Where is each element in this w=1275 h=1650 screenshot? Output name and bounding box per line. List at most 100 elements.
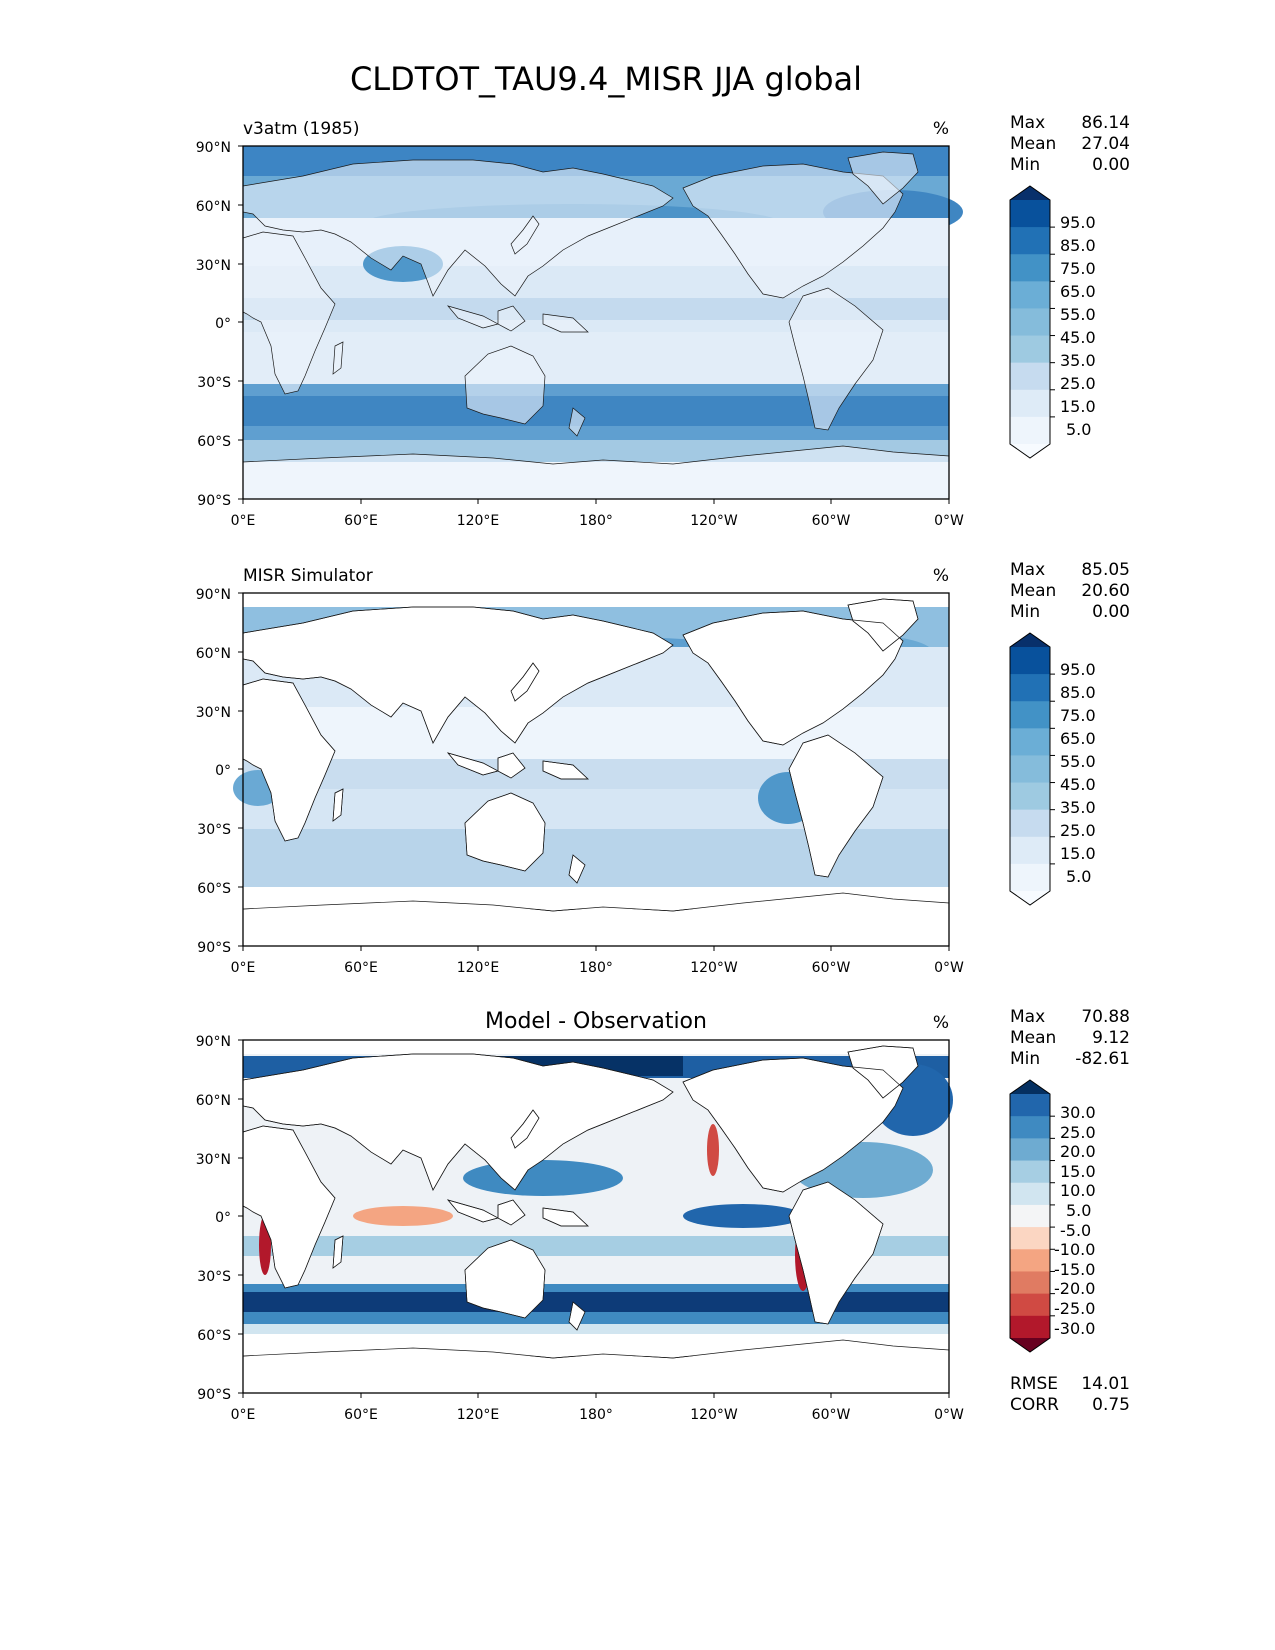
panel-center-title: Model - Observation xyxy=(485,1009,707,1034)
lon-tick-label: 60°W xyxy=(812,960,851,976)
stat-value: 70.88 xyxy=(1081,1007,1130,1027)
lat-tick-label: 90°N xyxy=(196,587,231,603)
colorbar-label: 85.0 xyxy=(1060,236,1096,255)
lon-tick-label: 120°E xyxy=(457,1407,500,1423)
stat-label: Min xyxy=(1010,1049,1040,1069)
colorbar: 30.0 25.0 20.0 15.0 10.0 5.0 -5.0 -10.0 … xyxy=(1009,1079,1096,1353)
stat-label: Mean xyxy=(1010,134,1056,154)
lat-tick-labels: 90°N 60°N 30°N 0° 30°S 60°S 90°S xyxy=(196,587,231,956)
colorbar-label: 15.0 xyxy=(1060,1162,1096,1181)
colorbar: 95.0 85.0 75.0 65.0 55.0 45.0 35.0 25.0 … xyxy=(1009,185,1096,459)
lon-tick-label: 0°W xyxy=(934,1407,964,1423)
colorbar-label: 75.0 xyxy=(1060,706,1096,725)
colorbar-label: -15.0 xyxy=(1054,1260,1095,1279)
panel-units: % xyxy=(933,566,949,586)
extra-stats-block: RMSE 14.01 CORR 0.75 xyxy=(1010,1374,1130,1415)
lon-tick-labels: 0°E 60°E 120°E 180° 120°W 60°W 0°W xyxy=(231,513,964,529)
map-area xyxy=(233,592,950,947)
colorbar-label: 15.0 xyxy=(1060,844,1096,863)
lat-tick-label: 30°S xyxy=(197,375,231,391)
lat-tick-label: 90°S xyxy=(197,1387,231,1403)
colorbar-label: 25.0 xyxy=(1060,374,1096,393)
colorbar-extend-bottom xyxy=(1010,444,1050,458)
lon-tick-label: 0°W xyxy=(934,513,964,529)
stat-label: Max xyxy=(1010,113,1045,133)
lat-tick-label: 30°N xyxy=(196,258,231,274)
stats-block: Max 85.05 Mean 20.60 Min 0.00 xyxy=(1010,560,1130,622)
colorbar-label: -5.0 xyxy=(1060,1221,1091,1240)
lat-tick-label: 60°N xyxy=(196,646,231,662)
stat-value: -82.61 xyxy=(1075,1049,1130,1069)
colorbar-segment xyxy=(1010,1182,1050,1206)
colorbar-outline xyxy=(1009,632,1051,906)
stat-value: 85.05 xyxy=(1081,560,1130,580)
colorbar-label: 30.0 xyxy=(1060,1103,1096,1122)
stat-value: 0.00 xyxy=(1092,155,1130,175)
lat-tick-label: 60°S xyxy=(197,881,231,897)
stat-label: Max xyxy=(1010,1007,1045,1027)
colorbar: 95.0 85.0 75.0 65.0 55.0 45.0 35.0 25.0 … xyxy=(1009,632,1096,906)
colorbar-segment xyxy=(1010,389,1050,418)
lat-tick-label: 60°S xyxy=(197,434,231,450)
colorbar-outline xyxy=(1009,1079,1051,1353)
panel-units: % xyxy=(933,119,949,139)
lon-tick-labels: 0°E 60°E 120°E 180° 120°W 60°W 0°W xyxy=(231,960,964,976)
colorbar-swatches xyxy=(1009,1079,1055,1353)
colorbar-label: 15.0 xyxy=(1060,397,1096,416)
lat-tick-label: 0° xyxy=(215,316,231,332)
stat-value: 20.60 xyxy=(1081,581,1130,601)
colorbar-label: 95.0 xyxy=(1060,213,1096,232)
lon-tick-label: 120°W xyxy=(690,513,738,529)
map-area xyxy=(242,1039,953,1394)
colorbar-extend-top xyxy=(1010,186,1050,200)
colorbar-extend-bottom xyxy=(1010,891,1050,905)
lat-tick-labels: 90°N 60°N 30°N 0° 30°S 60°S 90°S xyxy=(196,140,231,509)
lon-tick-label: 0°E xyxy=(231,960,256,976)
colorbar-segment xyxy=(1010,254,1050,282)
lat-tick-label: 60°S xyxy=(197,1328,231,1344)
colorbar-segment xyxy=(1010,674,1050,702)
colorbar-segment xyxy=(1010,1293,1050,1317)
colorbar-label: 5.0 xyxy=(1066,867,1091,886)
lat-tick-label: 90°N xyxy=(196,140,231,156)
colorbar-label: 65.0 xyxy=(1060,729,1096,748)
lat-tick-label: 30°S xyxy=(197,822,231,838)
colorbar-label: -20.0 xyxy=(1054,1279,1095,1298)
stat-value: 9.12 xyxy=(1092,1028,1130,1048)
lat-tick-label: 90°N xyxy=(196,1034,231,1050)
colorbar-segment xyxy=(1010,836,1050,865)
colorbar-segment xyxy=(1010,1249,1050,1272)
colorbar-label: -10.0 xyxy=(1054,1240,1095,1259)
colorbar-segment xyxy=(1010,200,1050,228)
colorbar-segment xyxy=(1010,281,1050,309)
stat-label: Min xyxy=(1010,155,1040,175)
colorbar-segment xyxy=(1010,1204,1050,1228)
colorbar-label: 45.0 xyxy=(1060,775,1096,794)
panel-left-title: v3atm (1985) xyxy=(243,119,359,139)
lon-tick-labels: 0°E 60°E 120°E 180° 120°W 60°W 0°W xyxy=(231,1407,964,1423)
colorbar-segment xyxy=(1010,1315,1050,1339)
panel-units: % xyxy=(933,1013,949,1033)
colorbar-label: -25.0 xyxy=(1054,1299,1095,1318)
colorbar-label: 20.0 xyxy=(1060,1142,1096,1161)
colorbar-label: 95.0 xyxy=(1060,660,1096,679)
colorbar-segment xyxy=(1010,863,1050,892)
lat-tick-label: 60°N xyxy=(196,199,231,215)
lat-tick-label: 90°S xyxy=(197,940,231,956)
lon-tick-label: 180° xyxy=(579,513,613,529)
colorbar-outline xyxy=(1009,185,1051,459)
colorbar-labels: 30.0 25.0 20.0 15.0 10.0 5.0 -5.0 -10.0 … xyxy=(1054,1103,1096,1338)
colorbar-segment xyxy=(1010,755,1050,784)
stats-block: Max 70.88 Mean 9.12 Min -82.61 xyxy=(1010,1007,1130,1069)
lat-tick-label: 30°S xyxy=(197,1269,231,1285)
colorbar-segment xyxy=(1010,308,1050,337)
lon-tick-label: 60°W xyxy=(812,513,851,529)
lon-tick-label: 60°E xyxy=(344,1407,378,1423)
colorbar-segment xyxy=(1010,1138,1050,1162)
colorbar-extend-top xyxy=(1010,1080,1050,1094)
colorbar-segment xyxy=(1010,782,1050,811)
lon-tick-label: 120°W xyxy=(690,960,738,976)
stats-block: Max 86.14 Mean 27.04 Min 0.00 xyxy=(1010,113,1130,175)
colorbar-label: 5.0 xyxy=(1066,420,1091,439)
colorbar-label: -30.0 xyxy=(1054,1319,1095,1338)
